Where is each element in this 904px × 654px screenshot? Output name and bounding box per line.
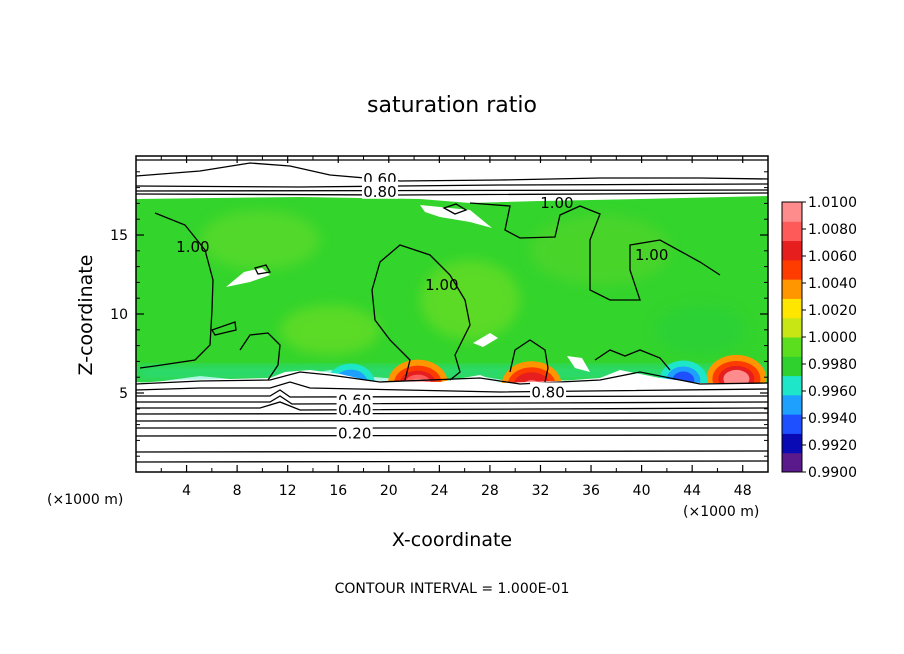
colorbar-swatch [782,375,802,396]
colorbar-label: 0.9980 [808,357,857,373]
colorbar-label: 0.9900 [808,465,857,481]
contour-label-bg [336,399,373,417]
x-axis-label: X-coordinate [392,529,512,551]
chart-title: saturation ratio [367,93,537,118]
cloud-void [226,268,270,287]
x-tick-label: 44 [683,483,701,499]
x-tick-label: 16 [329,483,347,499]
colorbar-label: 1.0100 [808,195,857,211]
colorbar-label: 1.0080 [808,222,857,238]
hotspot-band [728,373,745,384]
contour-label-layer: 0.600.801.001.001.001.000.800.600.400.20 [176,169,668,443]
colorbar-swatch [782,259,802,280]
colorbar-swatch [782,202,802,222]
contour-label-bg [530,382,567,400]
contour-lines [136,159,768,463]
x-tick-label: 28 [481,483,499,499]
x-tick-label: 36 [582,483,600,499]
y-axis: 5 10 15 [110,171,768,457]
x-tick-label: 32 [532,483,550,499]
contour-label: 0.80 [531,383,564,401]
colorbar-swatch [782,221,802,242]
contour-label: 1.00 [176,238,209,256]
x-tick-label: 20 [380,483,398,499]
contour-label: 1.00 [540,194,573,212]
colorbar-swatch [782,394,802,415]
x-tick-label: 48 [734,483,752,499]
x-tick-label: 24 [430,483,448,499]
colorbar-swatch [782,433,802,454]
colorbar-label: 1.0000 [808,330,857,346]
colorbar-swatch [782,337,802,357]
x-unit-left: (×1000 m) [47,492,123,508]
colorbar-label: 0.9920 [808,438,857,454]
x-tick-label: 8 [233,483,242,499]
y-axis-label: Z-coordinate [75,255,97,376]
y-tick-label: 15 [110,228,128,244]
x-axis: 4 8 12 16 20 24 28 32 36 40 44 48 [160,156,752,499]
y-tick-label: 5 [119,386,128,402]
colorbar-label: 0.9960 [808,384,857,400]
x-tick-label: 40 [633,483,651,499]
y-tick-label: 10 [110,307,128,323]
colorbar-swatch [782,298,802,319]
colorbar-label: 0.9940 [808,411,857,427]
cloud-void [420,205,492,228]
contour-label-bg [336,423,373,441]
x-tick-label: 4 [182,483,191,499]
contour-label: 1.00 [425,276,458,294]
colorbar-swatch [782,414,802,434]
cloud-void [473,333,498,347]
field-texture [200,210,745,355]
contour-label-bg [361,181,398,199]
plot-area: 0.600.801.001.001.001.000.800.600.400.20 [136,156,768,472]
x-tick-label: 12 [279,483,297,499]
contour-interval-note: CONTOUR INTERVAL = 1.000E-01 [335,581,570,597]
contour-label: 1.00 [635,246,668,264]
colorbar-swatch [782,279,802,299]
colorbar-swatch [782,240,802,261]
x-unit-right: (×1000 m) [683,504,759,520]
colorbar: 1.0100 1.0080 1.0060 1.0040 1.0020 1.0000 0.99… [781,195,857,481]
colorbar-label: 1.0040 [808,276,857,292]
colorbar-swatch [782,452,802,473]
cloud-void [567,356,590,372]
contour-label: 0.80 [363,183,396,201]
contour-label: 0.20 [338,425,371,443]
colorbar-label: 1.0060 [808,249,857,265]
colorbar-swatch [782,317,802,338]
colorbar-label: 1.0020 [808,303,857,319]
colorbar-swatch [782,356,802,377]
contour-label: 0.40 [338,401,371,419]
